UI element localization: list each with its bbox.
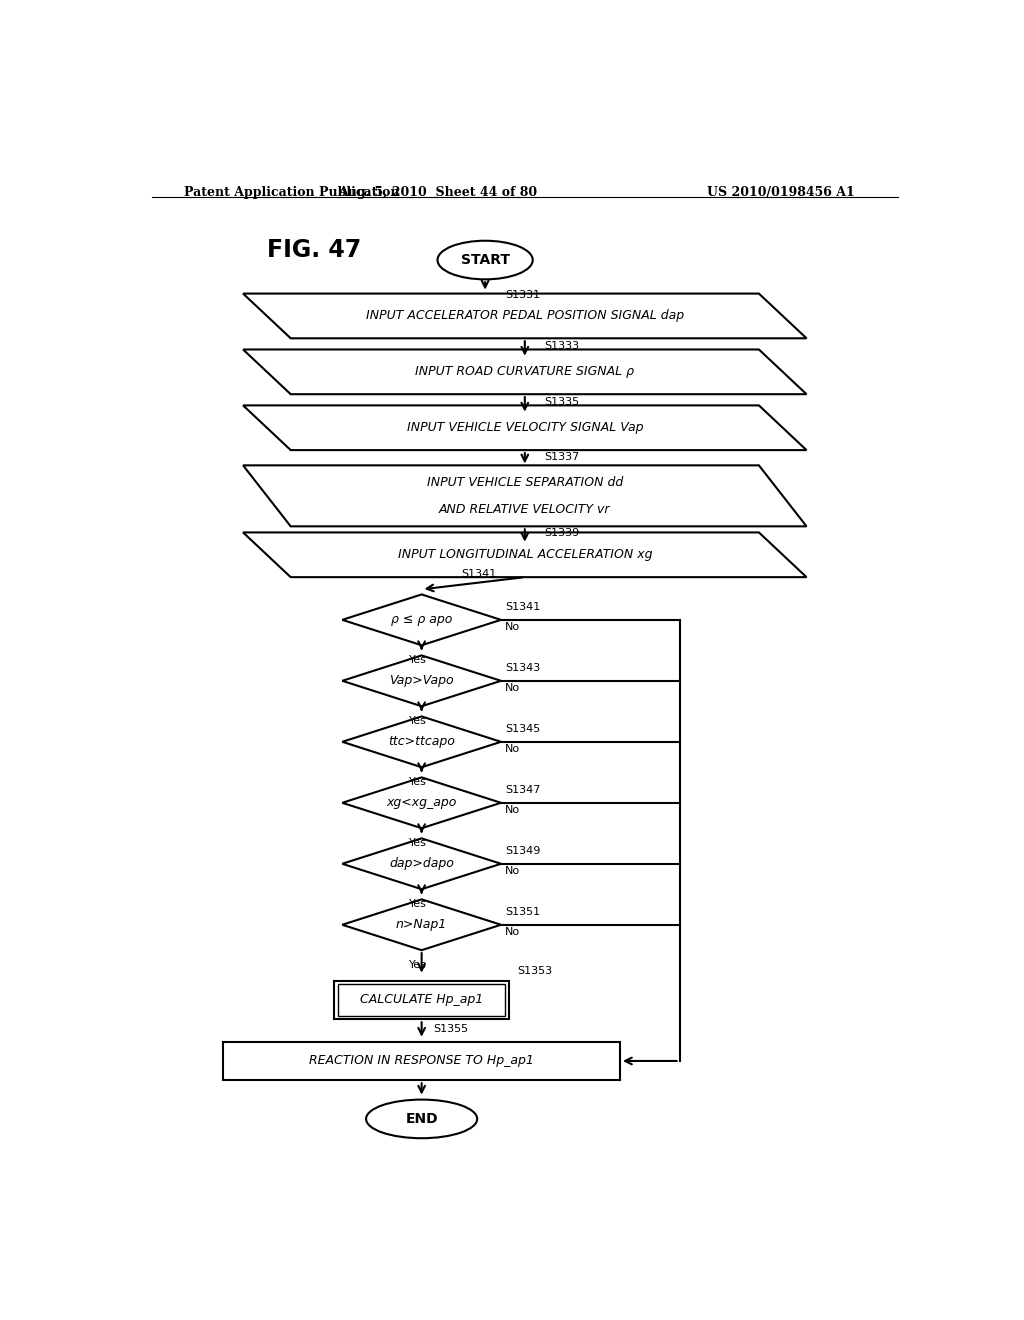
- Text: S1333: S1333: [545, 342, 580, 351]
- Text: No: No: [505, 927, 520, 937]
- Text: S1341: S1341: [505, 602, 541, 611]
- Text: S1353: S1353: [517, 966, 552, 975]
- Text: Yes: Yes: [409, 961, 427, 970]
- Text: S1331: S1331: [505, 289, 540, 300]
- Text: S1355: S1355: [433, 1024, 469, 1035]
- Text: INPUT LONGITUDINAL ACCELERATION xg: INPUT LONGITUDINAL ACCELERATION xg: [397, 548, 652, 561]
- Text: REACTION IN RESPONSE TO Hp_ap1: REACTION IN RESPONSE TO Hp_ap1: [309, 1055, 535, 1068]
- Text: CALCULATE Hp_ap1: CALCULATE Hp_ap1: [360, 994, 483, 1006]
- Text: INPUT ACCELERATOR PEDAL POSITION SIGNAL dap: INPUT ACCELERATOR PEDAL POSITION SIGNAL …: [366, 309, 684, 322]
- Bar: [338, 983, 505, 1016]
- Text: START: START: [461, 253, 510, 267]
- Text: No: No: [505, 805, 520, 814]
- Text: S1345: S1345: [505, 723, 541, 734]
- Text: Patent Application Publication: Patent Application Publication: [183, 186, 399, 199]
- Text: No: No: [505, 866, 520, 875]
- Bar: [223, 1041, 621, 1080]
- Text: Yes: Yes: [409, 717, 427, 726]
- Text: xg<xg_apo: xg<xg_apo: [386, 796, 457, 809]
- Text: S1337: S1337: [545, 453, 580, 462]
- Text: S1343: S1343: [505, 663, 541, 673]
- Text: INPUT ROAD CURVATURE SIGNAL ρ: INPUT ROAD CURVATURE SIGNAL ρ: [416, 366, 634, 379]
- Text: S1351: S1351: [505, 907, 540, 916]
- Text: Yes: Yes: [409, 838, 427, 849]
- Text: US 2010/0198456 A1: US 2010/0198456 A1: [708, 186, 855, 199]
- Text: No: No: [505, 682, 520, 693]
- Text: Yes: Yes: [409, 656, 427, 665]
- Text: AND RELATIVE VELOCITY vr: AND RELATIVE VELOCITY vr: [439, 503, 610, 516]
- Text: S1349: S1349: [505, 846, 541, 855]
- Text: Yes: Yes: [409, 899, 427, 909]
- Text: S1335: S1335: [545, 397, 580, 408]
- Text: n>Nap1: n>Nap1: [396, 919, 447, 932]
- Bar: [334, 981, 509, 1019]
- Text: dap>dapo: dap>dapo: [389, 857, 454, 870]
- Text: Vap>Vapo: Vap>Vapo: [389, 675, 454, 688]
- Text: END: END: [406, 1111, 438, 1126]
- Text: S1339: S1339: [545, 528, 580, 539]
- Text: Aug. 5, 2010  Sheet 44 of 80: Aug. 5, 2010 Sheet 44 of 80: [338, 186, 537, 199]
- Text: Yes: Yes: [409, 777, 427, 788]
- Text: No: No: [505, 622, 520, 632]
- Text: ρ ≤ ρ apo: ρ ≤ ρ apo: [391, 614, 453, 627]
- Text: FIG. 47: FIG. 47: [267, 238, 361, 261]
- Text: INPUT VEHICLE VELOCITY SIGNAL Vap: INPUT VEHICLE VELOCITY SIGNAL Vap: [407, 421, 643, 434]
- Text: INPUT VEHICLE SEPARATION dd: INPUT VEHICLE SEPARATION dd: [427, 477, 623, 488]
- Text: ttc>ttcapo: ttc>ttcapo: [388, 735, 455, 748]
- Text: S1341: S1341: [461, 569, 497, 579]
- Text: S1347: S1347: [505, 784, 541, 795]
- Text: No: No: [505, 744, 520, 754]
